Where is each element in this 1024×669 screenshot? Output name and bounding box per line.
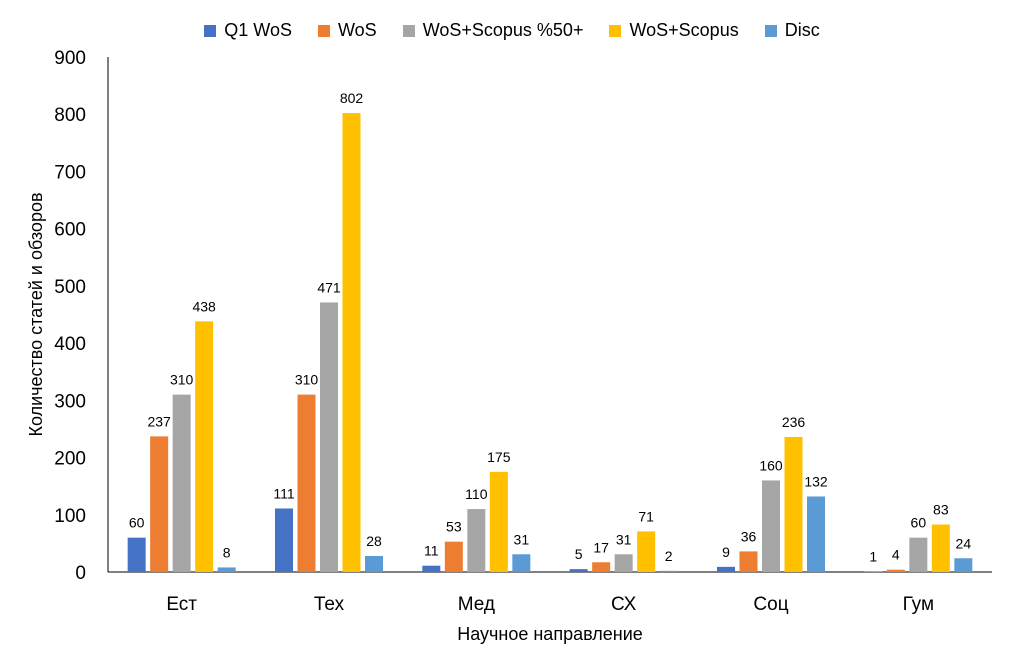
- data-label: 31: [514, 531, 530, 547]
- data-label: 36: [741, 528, 757, 544]
- data-label: 17: [593, 539, 609, 555]
- bar: [784, 436, 803, 572]
- bar: [512, 554, 531, 572]
- bar: [150, 436, 169, 572]
- legend-swatch: [764, 24, 777, 37]
- data-label: 31: [616, 531, 632, 547]
- bar: [489, 471, 508, 572]
- data-label: 83: [933, 502, 949, 518]
- data-label: 1: [869, 548, 877, 564]
- data-label: 24: [956, 535, 972, 551]
- data-label: 175: [487, 449, 511, 465]
- data-label: 237: [147, 413, 171, 429]
- y-tick-label: 400: [54, 334, 86, 355]
- data-label: 2: [665, 548, 673, 564]
- legend-swatch: [318, 24, 330, 37]
- bar: [954, 558, 973, 572]
- data-label: 310: [295, 372, 319, 388]
- bar: [297, 394, 316, 572]
- x-tick-label: Гум: [903, 594, 934, 615]
- data-label: 236: [782, 414, 806, 430]
- y-tick-label: 300: [54, 391, 86, 412]
- y-tick-label: 900: [54, 48, 86, 69]
- data-label: 132: [804, 473, 828, 489]
- data-label: 4: [892, 547, 900, 563]
- bar: [422, 565, 441, 572]
- legend-label: WoS: [338, 20, 377, 40]
- bar: [217, 567, 236, 572]
- bar: [762, 480, 780, 572]
- legend-item: Q1 WoS: [204, 20, 292, 41]
- legend-label: WoS+Scopus %50+: [422, 20, 584, 40]
- bar: [320, 302, 338, 572]
- data-label: 8: [223, 544, 231, 560]
- bar: [444, 541, 463, 572]
- x-tick-label: Тех: [314, 594, 345, 615]
- data-label: 11: [424, 543, 439, 559]
- legend-item: Disc: [764, 20, 820, 41]
- data-label: 5: [575, 546, 583, 562]
- x-tick-label: СХ: [611, 594, 637, 615]
- data-label: 9: [722, 544, 730, 560]
- legend-swatch: [204, 24, 217, 37]
- data-label: 438: [192, 298, 216, 314]
- bar: [886, 569, 905, 572]
- y-tick-label: 600: [54, 220, 86, 241]
- data-label: 802: [340, 90, 364, 106]
- legend-item: WoS+Scopus: [609, 20, 739, 41]
- y-tick-label: 0: [75, 563, 86, 584]
- bar: [909, 537, 928, 572]
- bar: [739, 551, 758, 572]
- bar: [195, 321, 214, 572]
- bar: [592, 562, 611, 572]
- data-label: 60: [129, 515, 145, 531]
- bar: [931, 524, 950, 572]
- legend-label: Q1 WoS: [224, 20, 292, 40]
- bar: [569, 569, 588, 572]
- bar: [342, 113, 361, 573]
- bar: [365, 555, 383, 572]
- data-label: 53: [446, 519, 462, 535]
- legend-item: WoS+Scopus %50+: [402, 20, 584, 41]
- bar: [717, 566, 735, 572]
- legend-swatch: [609, 24, 622, 37]
- data-label: 111: [273, 485, 294, 501]
- bar: [467, 509, 486, 572]
- data-label: 160: [759, 457, 783, 473]
- legend-item: WoS: [318, 20, 377, 41]
- x-tick-label: Мед: [458, 594, 495, 615]
- data-label: 310: [170, 372, 194, 388]
- legend-label: WoS+Scopus: [629, 20, 739, 40]
- bar: [864, 571, 883, 572]
- x-axis-title: Научное направление: [457, 624, 643, 644]
- data-label: 110: [465, 486, 488, 502]
- bar: [275, 508, 293, 572]
- y-tick-label: 800: [54, 105, 86, 126]
- bar: [637, 531, 656, 572]
- y-tick-label: 700: [54, 162, 86, 183]
- bar: [127, 537, 146, 572]
- legend-label: Disc: [784, 20, 820, 40]
- data-label: 471: [317, 279, 341, 295]
- data-label: 60: [911, 515, 927, 531]
- bar: [172, 394, 191, 572]
- legend: Q1 WoS WoS WoS+Scopus %50+ WoS+Scopus Disc: [0, 20, 1024, 41]
- x-tick-label: Соц: [753, 594, 788, 615]
- y-tick-label: 500: [54, 277, 86, 298]
- data-label: 28: [366, 533, 382, 549]
- bar: [807, 496, 825, 572]
- y-tick-label: 200: [54, 449, 86, 470]
- data-label: 71: [638, 508, 654, 524]
- legend-swatch: [402, 24, 415, 37]
- y-axis-title: Количество статей и обзоров: [26, 192, 46, 436]
- bar: [614, 554, 633, 572]
- x-tick-label: Ест: [166, 594, 197, 615]
- bar: [659, 570, 678, 572]
- y-tick-label: 100: [54, 506, 86, 527]
